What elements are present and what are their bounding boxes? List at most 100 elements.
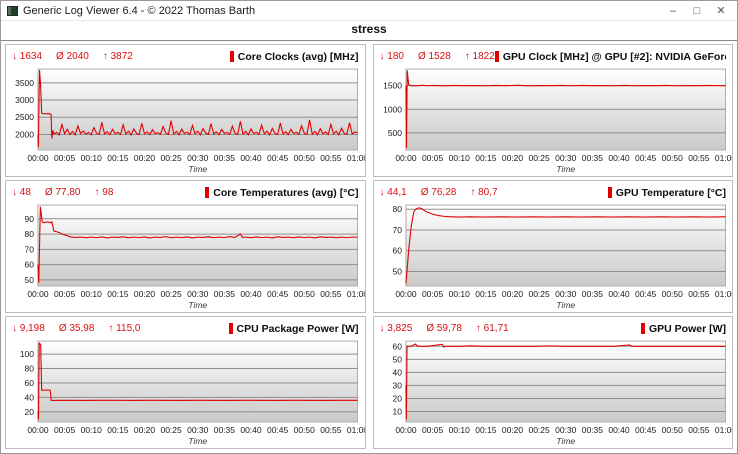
y-tick-label: 80	[392, 204, 402, 214]
window-title: Generic Log Viewer 6.4 - © 2022 Thomas B…	[23, 4, 256, 17]
y-tick-label: 2500	[15, 112, 34, 122]
chart-header: ↓ 48 Ø 77,80 ↑ 98 Core Temperatures (avg…	[6, 181, 365, 201]
chart-panel-cpu-package-power: ↓ 9,198 Ø 35,98 ↑ 115,0 CPU Package Powe…	[5, 316, 366, 449]
x-tick-label: 00:40	[240, 289, 261, 299]
y-tick-label: 3000	[15, 95, 34, 105]
x-tick-label: 00:20	[501, 289, 522, 299]
x-tick-label: 00:10	[448, 425, 469, 435]
stat-avg: Ø 59,78	[426, 323, 462, 334]
stat-avg: Ø 76,28	[420, 187, 457, 198]
stat-avg: Ø 77,80	[44, 187, 81, 198]
x-tick-label: 00:00	[27, 153, 48, 163]
chart-stats: ↓ 44,1 Ø 76,28 ↑ 80,7	[380, 187, 498, 198]
chart-panel-core-clocks: ↓ 1634 Ø 2040 ↑ 3872 Core Clocks (avg) […	[5, 44, 366, 177]
x-tick-label: 00:30	[555, 425, 576, 435]
x-tick-label: 00:40	[240, 425, 261, 435]
time-axis-label: Time	[188, 436, 207, 446]
window-controls: – □ ✕	[661, 2, 733, 20]
x-tick-label: 00:15	[475, 425, 496, 435]
x-tick-label: 01:00	[714, 425, 732, 435]
y-tick-label: 20	[25, 407, 35, 417]
close-button[interactable]: ✕	[716, 4, 726, 17]
x-tick-label: 01:00	[347, 153, 365, 163]
stat-max: ↑ 115,0	[108, 323, 141, 334]
x-tick-label: 00:35	[581, 153, 602, 163]
x-tick-label: 00:50	[661, 425, 682, 435]
chart-title: CPU Package Power [W]	[236, 322, 359, 335]
stat-avg: Ø 1528	[417, 51, 451, 62]
y-tick-label: 60	[392, 341, 402, 351]
stat-max: ↑ 61,71	[475, 323, 509, 334]
chart-header: ↓ 3,825 Ø 59,78 ↑ 61,71 GPU Power [W]	[374, 317, 733, 337]
legend-color-icon	[607, 187, 612, 198]
time-axis-label: Time	[556, 300, 575, 310]
x-tick-label: 00:00	[395, 289, 416, 299]
x-tick-label: 01:00	[714, 289, 732, 299]
x-tick-label: 00:30	[187, 289, 208, 299]
stat-min: ↓ 44,1	[379, 187, 407, 198]
app-icon	[7, 5, 18, 16]
x-tick-label: 00:45	[267, 289, 288, 299]
time-axis-label: Time	[556, 164, 575, 174]
chart-grid: ↓ 1634 Ø 2040 ↑ 3872 Core Clocks (avg) […	[1, 41, 737, 453]
chart-stats: ↓ 9,198 Ø 35,98 ↑ 115,0	[12, 323, 140, 334]
y-tick-label: 30	[392, 380, 402, 390]
maximize-button[interactable]: □	[693, 4, 701, 17]
stat-min: ↓ 3,825	[379, 323, 413, 334]
x-tick-label: 00:30	[187, 425, 208, 435]
chart-panel-gpu-power: ↓ 3,825 Ø 59,78 ↑ 61,71 GPU Power [W] 10…	[372, 316, 733, 449]
x-tick-label: 00:35	[581, 289, 602, 299]
x-tick-label: 00:45	[267, 425, 288, 435]
x-tick-label: 00:05	[421, 153, 442, 163]
y-tick-label: 100	[20, 349, 34, 359]
series-line	[37, 342, 358, 420]
x-tick-label: 00:20	[501, 425, 522, 435]
x-tick-label: 00:45	[635, 289, 656, 299]
minimize-button[interactable]: –	[669, 4, 677, 17]
x-tick-label: 00:40	[608, 425, 629, 435]
stat-max: ↑ 1822	[464, 51, 495, 62]
y-tick-label: 80	[25, 364, 35, 374]
x-tick-label: 00:20	[134, 425, 155, 435]
window-titlebar: Generic Log Viewer 6.4 - © 2022 Thomas B…	[1, 1, 737, 21]
legend-color-icon	[205, 187, 210, 198]
x-tick-label: 00:30	[555, 289, 576, 299]
chart-canvas-cpu-package-power[interactable]: 20 40 60 80 100 00:00 00:05 00:10 00:15 00:20 00:2…	[6, 337, 365, 448]
y-tick-label: 50	[25, 275, 35, 285]
chart-canvas-gpu-clock[interactable]: 500 1000 1500 00:00 00:05 00:10 00:15 00:20 00:2…	[374, 65, 733, 176]
series-line	[404, 343, 726, 420]
x-tick-label: 01:00	[347, 425, 365, 435]
chart-canvas-core-clocks[interactable]: 2000 2500 3000 3500 00:00 00:05 00:10 00:15 00:2…	[6, 65, 365, 176]
x-tick-label: 00:40	[608, 153, 629, 163]
x-tick-label: 00:10	[448, 153, 469, 163]
x-tick-label: 00:10	[81, 289, 102, 299]
x-tick-label: 00:05	[421, 425, 442, 435]
x-tick-label: 00:35	[581, 425, 602, 435]
stat-avg: Ø 35,98	[58, 323, 95, 334]
y-tick-label: 80	[25, 229, 35, 239]
chart-canvas-gpu-temperature[interactable]: 50 60 70 80 00:00 00:05 00:10 00:15 00:20 00:25 00…	[374, 201, 733, 312]
plot-background	[37, 68, 359, 151]
y-tick-label: 1000	[383, 104, 402, 114]
chart-legend: CPU Package Power [W]	[228, 322, 359, 335]
x-tick-label: 00:00	[27, 425, 48, 435]
x-tick-label: 00:05	[54, 289, 75, 299]
x-tick-label: 00:50	[661, 153, 682, 163]
y-tick-label: 10	[392, 407, 402, 417]
plot-background	[37, 204, 359, 287]
x-tick-label: 00:50	[294, 289, 315, 299]
x-tick-label: 00:25	[528, 153, 549, 163]
chart-header: ↓ 1634 Ø 2040 ↑ 3872 Core Clocks (avg) […	[6, 45, 365, 65]
x-tick-label: 00:05	[54, 425, 75, 435]
y-tick-label: 90	[25, 214, 35, 224]
chart-canvas-gpu-power[interactable]: 10 20 30 40 50 60 00:00 00:05 00:10 00:15 00:20 00:…	[374, 337, 733, 448]
time-axis-label: Time	[556, 436, 575, 446]
chart-canvas-core-temperatures[interactable]: 50 60 70 80 90 00:00 00:05 00:10 00:15 00:20 00:25…	[6, 201, 365, 312]
x-tick-label: 00:15	[107, 425, 128, 435]
chart-stats: ↓ 1634 Ø 2040 ↑ 3872	[12, 51, 133, 62]
stat-min: ↓ 48	[12, 187, 31, 198]
chart-title: GPU Temperature [°C]	[615, 186, 726, 199]
chart-stats: ↓ 3,825 Ø 59,78 ↑ 61,71	[380, 323, 509, 334]
y-tick-label: 50	[392, 266, 402, 276]
